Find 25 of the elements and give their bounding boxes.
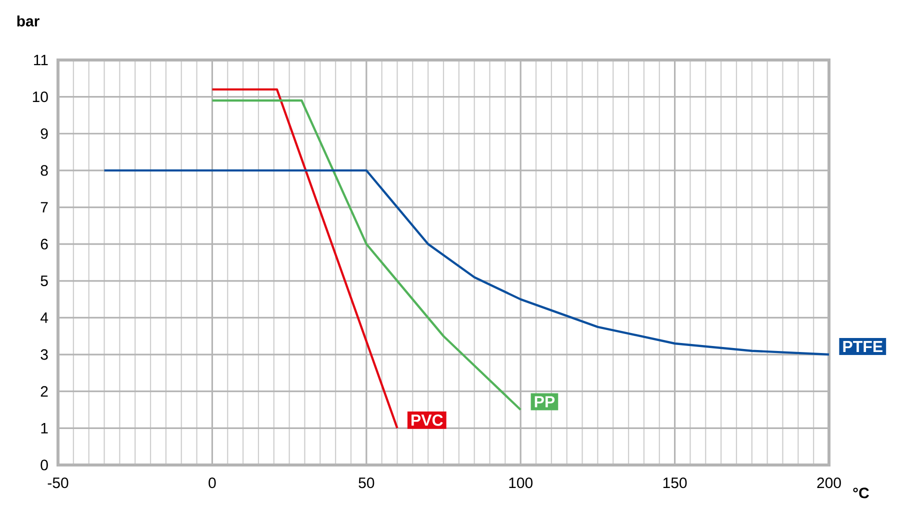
y-tick-label: 6: [40, 238, 48, 250]
x-tick-label: 50: [358, 478, 374, 488]
y-tick-label: 10: [32, 91, 48, 102]
x-tick-label: 100: [509, 478, 533, 488]
x-tick-label: -50: [48, 478, 68, 488]
x-axis-title: °C: [853, 488, 869, 498]
x-tick-label: 0: [208, 478, 216, 488]
x-tick-label: 200: [817, 478, 841, 488]
y-tick-label: 5: [40, 276, 48, 286]
series-label: PTFE: [843, 341, 882, 352]
y-tick-label: 11: [34, 54, 48, 66]
y-tick-label: 4: [40, 312, 48, 323]
y-tick-label: 9: [40, 128, 48, 139]
y-tick-label: 3: [40, 349, 48, 360]
line-series: [103, 169, 830, 356]
y-tick-label: 0: [40, 460, 48, 470]
y-axis-title: bar: [17, 15, 40, 26]
y-tick-label: 1: [41, 423, 48, 434]
y-tick-label: 2: [40, 386, 48, 397]
x-tick-label: 150: [663, 478, 687, 488]
series-label: PVC: [412, 414, 443, 426]
y-tick-label: 7: [40, 202, 48, 212]
line-series: [211, 99, 522, 411]
series-label: PP: [534, 396, 555, 408]
y-tick-label: 8: [40, 165, 48, 176]
